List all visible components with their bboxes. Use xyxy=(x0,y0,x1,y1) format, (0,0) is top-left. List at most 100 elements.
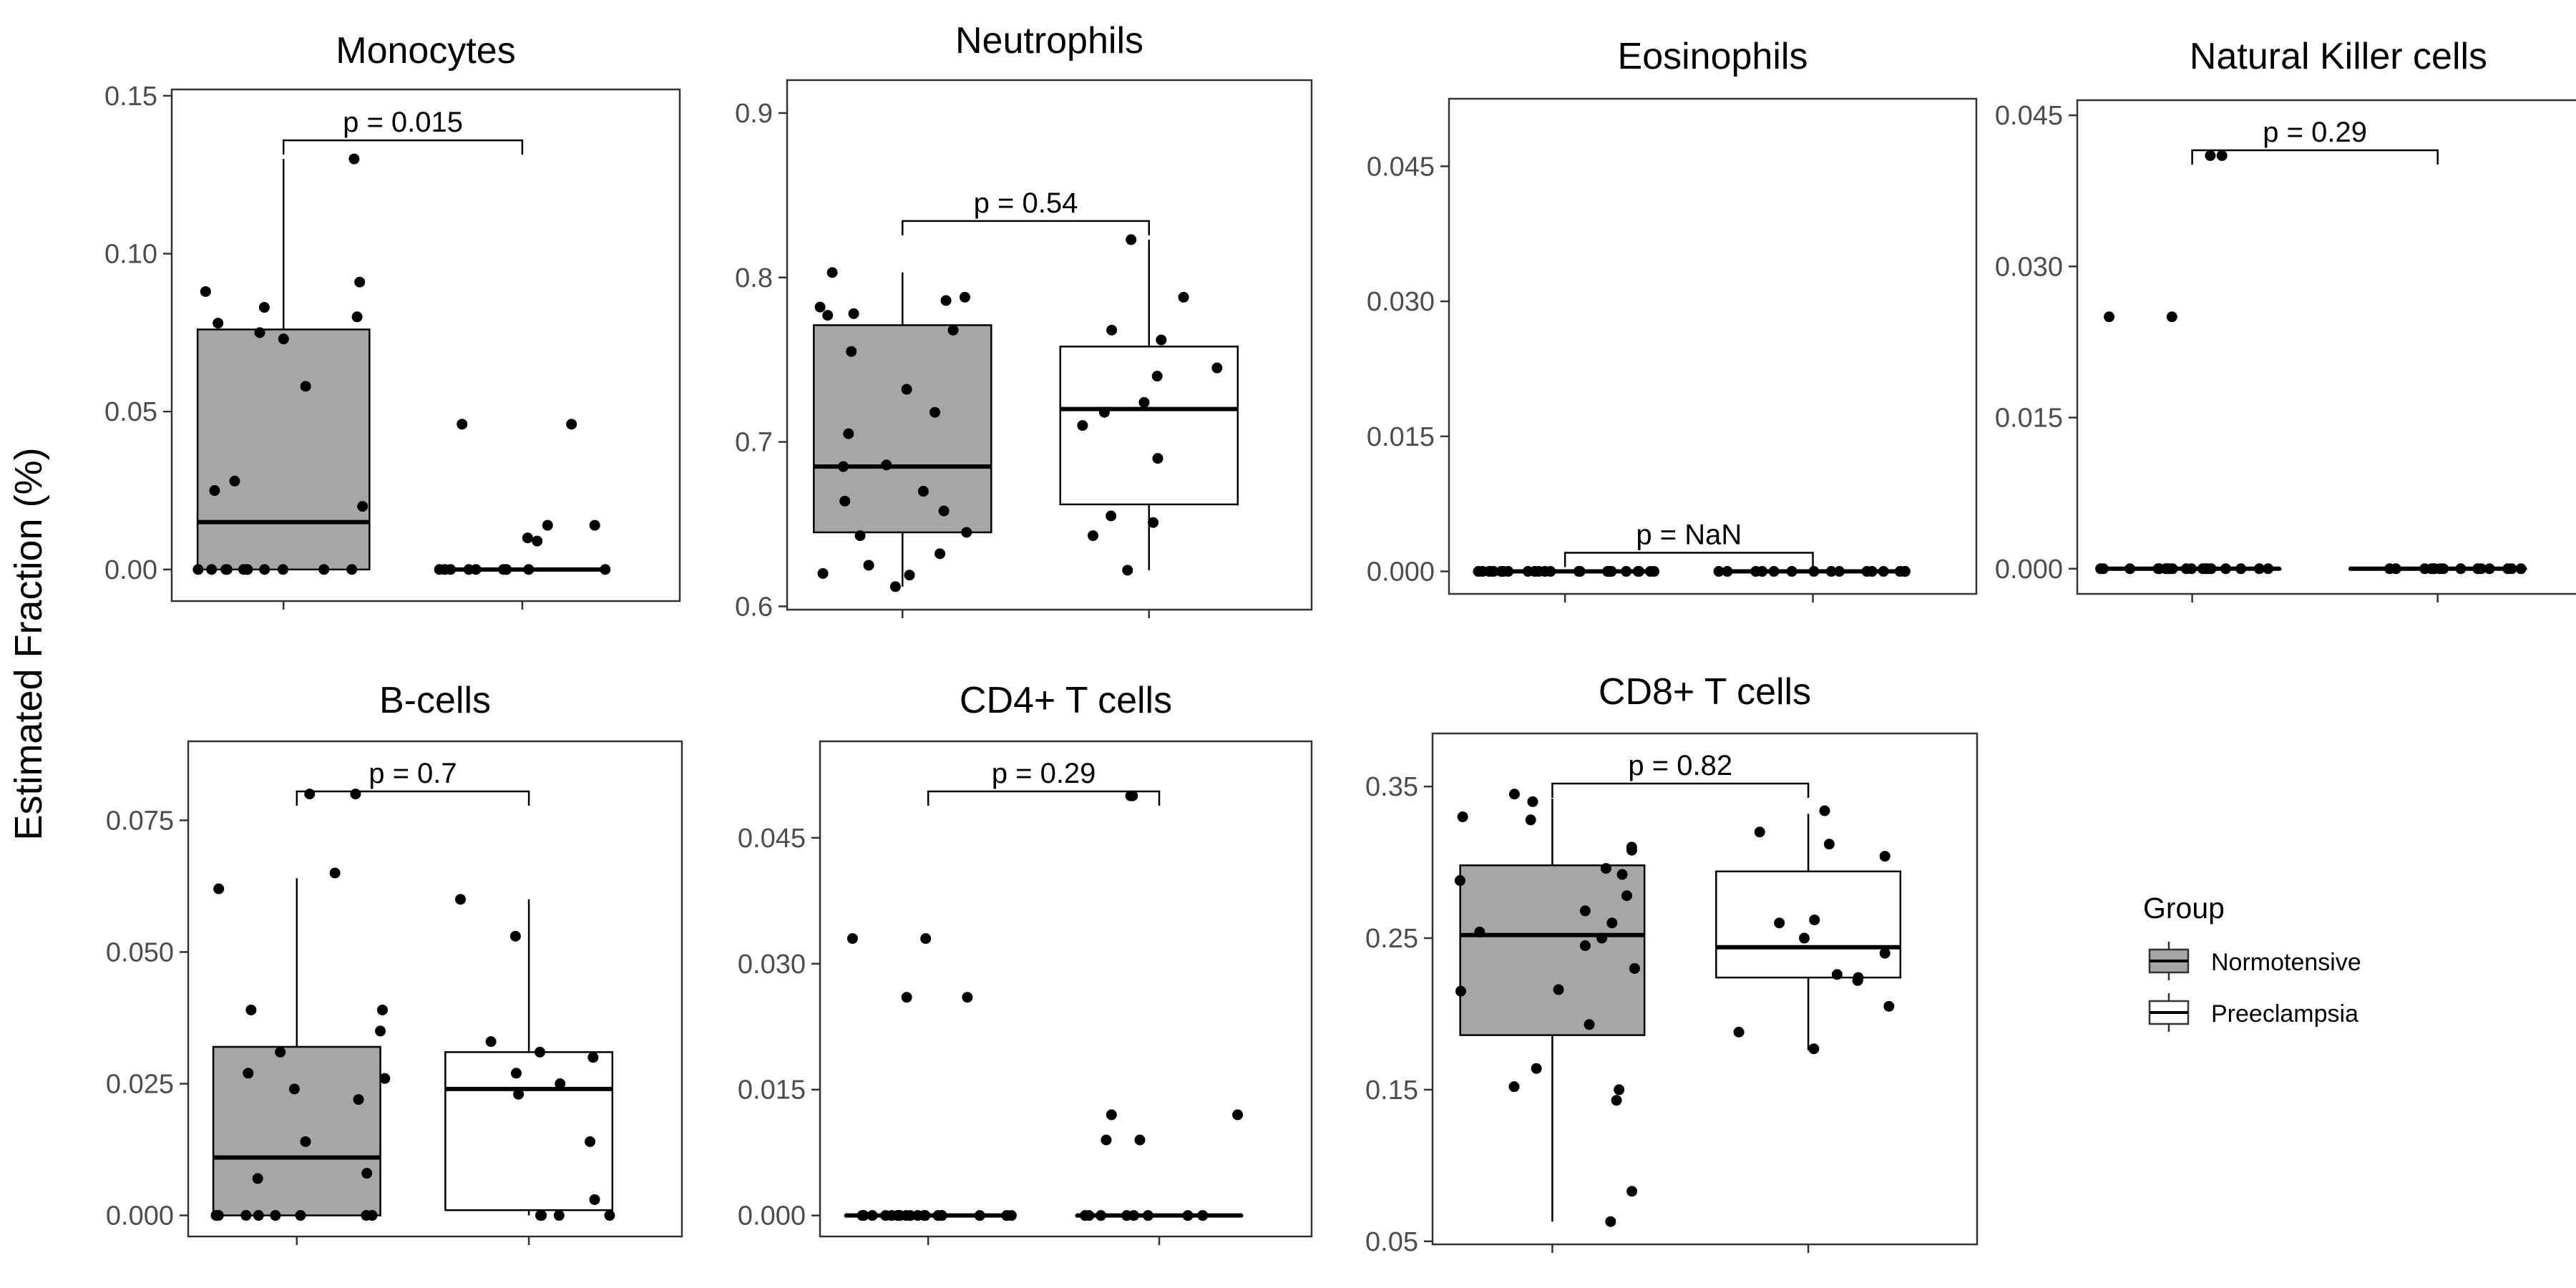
data-point xyxy=(2455,563,2467,575)
y-tick-label: 0.8 xyxy=(735,263,773,293)
data-point xyxy=(1232,1109,1244,1121)
data-point xyxy=(463,564,474,575)
data-point xyxy=(1733,1026,1745,1038)
box-normotensive xyxy=(1459,799,1646,1222)
data-point xyxy=(1604,566,1615,577)
data-point xyxy=(361,1210,372,1221)
data-point xyxy=(1596,932,1608,944)
data-point xyxy=(1825,566,1837,577)
p-value-label: p = NaN xyxy=(1636,519,1742,551)
data-point xyxy=(1126,234,1137,245)
data-point xyxy=(1722,566,1733,577)
data-point xyxy=(304,789,316,800)
y-tick-label: 0.015 xyxy=(1995,404,2063,434)
data-point xyxy=(901,384,912,395)
panel-border xyxy=(187,740,683,1238)
data-point xyxy=(1574,566,1586,577)
panel-title: B-cells xyxy=(379,680,491,721)
data-point xyxy=(1106,510,1117,522)
data-point xyxy=(600,564,611,575)
data-point xyxy=(1488,566,1499,577)
data-point xyxy=(1579,940,1591,952)
data-point xyxy=(1197,1210,1209,1221)
data-point xyxy=(350,789,361,800)
data-point xyxy=(353,1094,364,1106)
data-point xyxy=(329,867,341,879)
data-point xyxy=(1823,839,1835,850)
panel-title: Eosinophils xyxy=(1618,36,1808,77)
data-point xyxy=(1148,517,1159,528)
data-point xyxy=(1879,851,1890,862)
data-point xyxy=(848,308,859,319)
panel-border xyxy=(819,740,1313,1238)
data-point xyxy=(889,581,901,592)
data-point xyxy=(240,1210,252,1221)
data-point xyxy=(2438,563,2449,575)
box-normotensive xyxy=(196,159,371,571)
data-point xyxy=(243,1068,254,1079)
p-value-label: p = 0.015 xyxy=(343,107,463,138)
data-point xyxy=(1584,1019,1595,1030)
data-point xyxy=(846,346,857,357)
data-point xyxy=(1879,947,1890,959)
data-point xyxy=(192,564,204,575)
y-tick-label: 0.045 xyxy=(1367,152,1435,182)
data-point xyxy=(2216,150,2228,161)
data-point xyxy=(1819,805,1830,816)
legend-title: Group xyxy=(2143,892,2225,924)
data-point xyxy=(1087,530,1098,542)
y-tick-label: 0.075 xyxy=(106,806,174,836)
data-point xyxy=(1629,962,1640,974)
data-point xyxy=(917,486,929,497)
data-point xyxy=(1621,566,1632,577)
data-point xyxy=(2095,563,2107,575)
box-body xyxy=(1059,346,1239,506)
data-point xyxy=(1142,1210,1153,1221)
data-point xyxy=(509,930,521,942)
y-tick-label: 0.25 xyxy=(1365,924,1418,954)
data-point xyxy=(346,564,358,575)
data-point xyxy=(847,933,858,945)
data-point xyxy=(1005,1210,1017,1221)
data-point xyxy=(838,461,849,472)
data-point xyxy=(938,505,950,517)
data-point xyxy=(919,1210,930,1221)
data-point xyxy=(1626,844,1637,856)
box-body xyxy=(1715,870,1902,979)
data-point xyxy=(2506,563,2517,575)
p-value-label: p = 0.82 xyxy=(1628,750,1732,781)
data-point xyxy=(2515,563,2527,575)
data-point xyxy=(1151,371,1163,382)
data-point xyxy=(1600,863,1611,874)
y-tick-label: 0.9 xyxy=(735,99,773,129)
data-point xyxy=(2205,150,2216,161)
y-tick-label: 0.045 xyxy=(1995,101,2063,131)
panel-cd4-t-cells: CD4+ T cells 0.000 0.015 0.030 0.045 p = 0.29 xyxy=(738,680,1313,1245)
data-point xyxy=(1531,1063,1542,1074)
y-tick-label: 0.05 xyxy=(1365,1227,1418,1257)
panel-neutrophils: Neutrophils 0.6 0.7 0.8 0.9 p = 0.54 xyxy=(735,20,1313,622)
data-point xyxy=(935,548,946,560)
data-point xyxy=(2253,563,2265,575)
data-point xyxy=(1798,932,1810,944)
data-point xyxy=(455,894,467,905)
p-value-bracket xyxy=(902,220,1151,235)
panel-border xyxy=(2076,99,2576,595)
data-point xyxy=(566,419,577,430)
data-point xyxy=(254,327,265,338)
panel-title: Neutrophils xyxy=(955,20,1143,62)
data-point xyxy=(1861,566,1873,577)
legend-key-preeclampsia xyxy=(2148,993,2190,1032)
data-point xyxy=(241,564,253,575)
panel-title: CD4+ T cells xyxy=(960,680,1172,721)
data-point xyxy=(1098,406,1110,418)
data-point xyxy=(361,1168,373,1179)
legend-label-preeclampsia: Preeclampsia xyxy=(2211,1000,2358,1028)
y-tick-label: 0.030 xyxy=(1367,287,1435,317)
data-point xyxy=(854,530,866,542)
data-point xyxy=(2384,563,2396,575)
data-point xyxy=(857,1210,868,1221)
data-point xyxy=(974,1210,985,1221)
panel-border xyxy=(1448,97,1978,595)
